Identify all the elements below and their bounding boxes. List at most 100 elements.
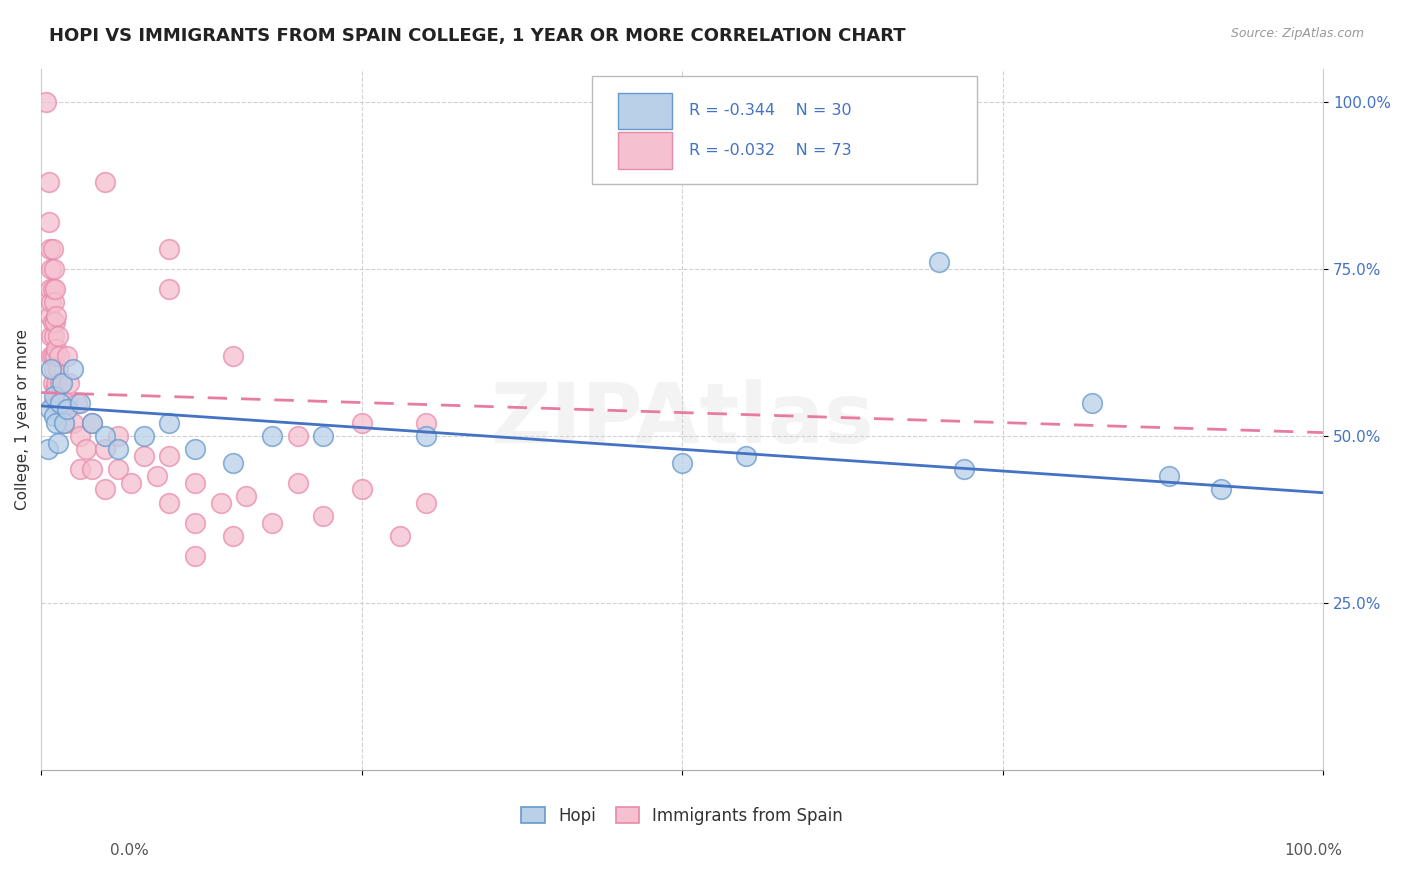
Point: [44, 382, 66, 396]
Point: [53, 416, 76, 430]
FancyBboxPatch shape: [592, 76, 977, 185]
Point: [48, 349, 70, 363]
Point: [132, 429, 155, 443]
Point: [51, 395, 73, 409]
Point: [184, 442, 207, 457]
Point: [66, 395, 89, 409]
Point: [94, 175, 117, 189]
Point: [45, 416, 67, 430]
Text: R = -0.032    N = 73: R = -0.032 N = 73: [689, 144, 851, 158]
Point: [671, 456, 693, 470]
Point: [41, 349, 63, 363]
Point: [184, 475, 207, 490]
Text: R = -0.344    N = 30: R = -0.344 N = 30: [689, 103, 851, 119]
Point: [38, 215, 60, 229]
Point: [107, 429, 129, 443]
Point: [260, 429, 283, 443]
Point: [42, 389, 65, 403]
Point: [312, 509, 335, 524]
Point: [260, 516, 283, 530]
Point: [312, 429, 335, 443]
Point: [145, 469, 167, 483]
Text: 0.0%: 0.0%: [110, 843, 149, 858]
Point: [94, 429, 117, 443]
Point: [120, 475, 142, 490]
Point: [41, 242, 63, 256]
Point: [46, 362, 69, 376]
Point: [42, 362, 65, 376]
Point: [46, 435, 69, 450]
Point: [39, 402, 62, 417]
Point: [46, 395, 69, 409]
Point: [157, 449, 180, 463]
Point: [953, 462, 976, 476]
Text: 100.0%: 100.0%: [1285, 843, 1343, 858]
Point: [45, 376, 67, 390]
Point: [415, 496, 437, 510]
Point: [735, 449, 758, 463]
Point: [39, 309, 62, 323]
Point: [157, 282, 180, 296]
Point: [69, 462, 91, 476]
Point: [62, 362, 84, 376]
Point: [94, 442, 117, 457]
Point: [222, 456, 245, 470]
Point: [41, 295, 63, 310]
Point: [42, 409, 65, 423]
Point: [184, 549, 207, 564]
Point: [45, 309, 67, 323]
Y-axis label: College, 1 year or more: College, 1 year or more: [15, 329, 30, 509]
Point: [82, 416, 104, 430]
Text: HOPI VS IMMIGRANTS FROM SPAIN COLLEGE, 1 YEAR OR MORE CORRELATION CHART: HOPI VS IMMIGRANTS FROM SPAIN COLLEGE, 1…: [49, 27, 905, 45]
Point: [55, 395, 77, 409]
Point: [350, 483, 373, 497]
Point: [107, 442, 129, 457]
Point: [107, 462, 129, 476]
Point: [132, 449, 155, 463]
Point: [287, 475, 309, 490]
Point: [82, 462, 104, 476]
Point: [389, 529, 412, 543]
Point: [94, 483, 117, 497]
Point: [44, 315, 66, 329]
Point: [46, 328, 69, 343]
Point: [1159, 469, 1181, 483]
Point: [42, 395, 65, 409]
Point: [235, 489, 257, 503]
Point: [53, 416, 76, 430]
FancyBboxPatch shape: [619, 133, 672, 169]
Point: [184, 516, 207, 530]
Point: [42, 262, 65, 277]
Point: [415, 429, 437, 443]
Point: [51, 376, 73, 390]
Point: [222, 529, 245, 543]
Point: [41, 315, 63, 329]
Point: [1081, 395, 1104, 409]
Point: [62, 416, 84, 430]
Point: [44, 349, 66, 363]
Point: [38, 175, 60, 189]
Point: [350, 416, 373, 430]
Point: [41, 376, 63, 390]
Point: [1209, 483, 1232, 497]
Point: [49, 376, 72, 390]
Point: [157, 416, 180, 430]
Point: [39, 242, 62, 256]
Point: [42, 328, 65, 343]
Point: [157, 496, 180, 510]
Point: [39, 282, 62, 296]
Point: [75, 442, 97, 457]
Text: ZIPAtlas: ZIPAtlas: [491, 379, 875, 459]
Point: [69, 429, 91, 443]
Point: [55, 402, 77, 417]
Point: [49, 395, 72, 409]
Point: [55, 349, 77, 363]
Point: [222, 349, 245, 363]
Point: [69, 395, 91, 409]
Point: [58, 376, 80, 390]
Point: [35, 95, 58, 109]
Point: [44, 282, 66, 296]
Point: [209, 496, 232, 510]
Point: [928, 255, 950, 269]
Point: [41, 328, 63, 343]
